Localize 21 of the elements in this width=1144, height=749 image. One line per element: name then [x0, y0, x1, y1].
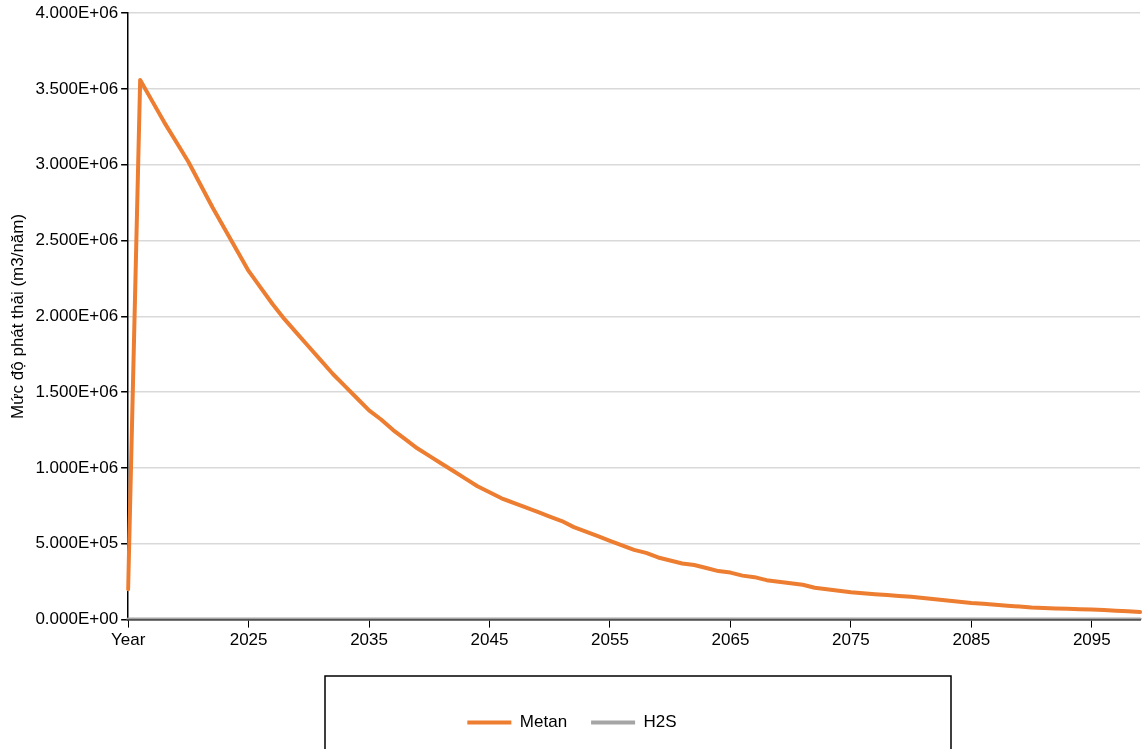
legend-label: Metan	[519, 712, 568, 732]
x-tick-label: 2025	[229, 630, 268, 650]
y-tick-label: 3.000E+06	[35, 154, 119, 174]
x-tick-label: 2055	[591, 630, 629, 650]
x-tick-label: 2065	[711, 630, 750, 650]
x-tick-label: 2085	[952, 630, 991, 650]
x-tick-label: 2045	[470, 630, 509, 650]
x-tick-label: 2035	[350, 630, 388, 650]
y-axis-title: Mức độ phát thải (m3/năm)	[7, 213, 27, 419]
x-tick-label: 2095	[1072, 630, 1111, 650]
y-tick-label: 3.500E+06	[35, 78, 119, 98]
y-tick-label: 2.500E+06	[35, 230, 119, 250]
y-tick-label: 4.000E+06	[35, 2, 119, 22]
x-tick-label: 2075	[831, 630, 870, 650]
y-tick-label: 0.000E+00	[35, 609, 119, 629]
y-tick-label: 2.000E+06	[35, 306, 119, 326]
x-tick-label: Year	[110, 630, 146, 650]
y-tick-label: 5.000E+05	[35, 533, 119, 553]
y-tick-label: 1.000E+06	[35, 457, 119, 477]
legend-label: H2S	[643, 712, 677, 732]
y-tick-label: 1.500E+06	[35, 381, 119, 401]
